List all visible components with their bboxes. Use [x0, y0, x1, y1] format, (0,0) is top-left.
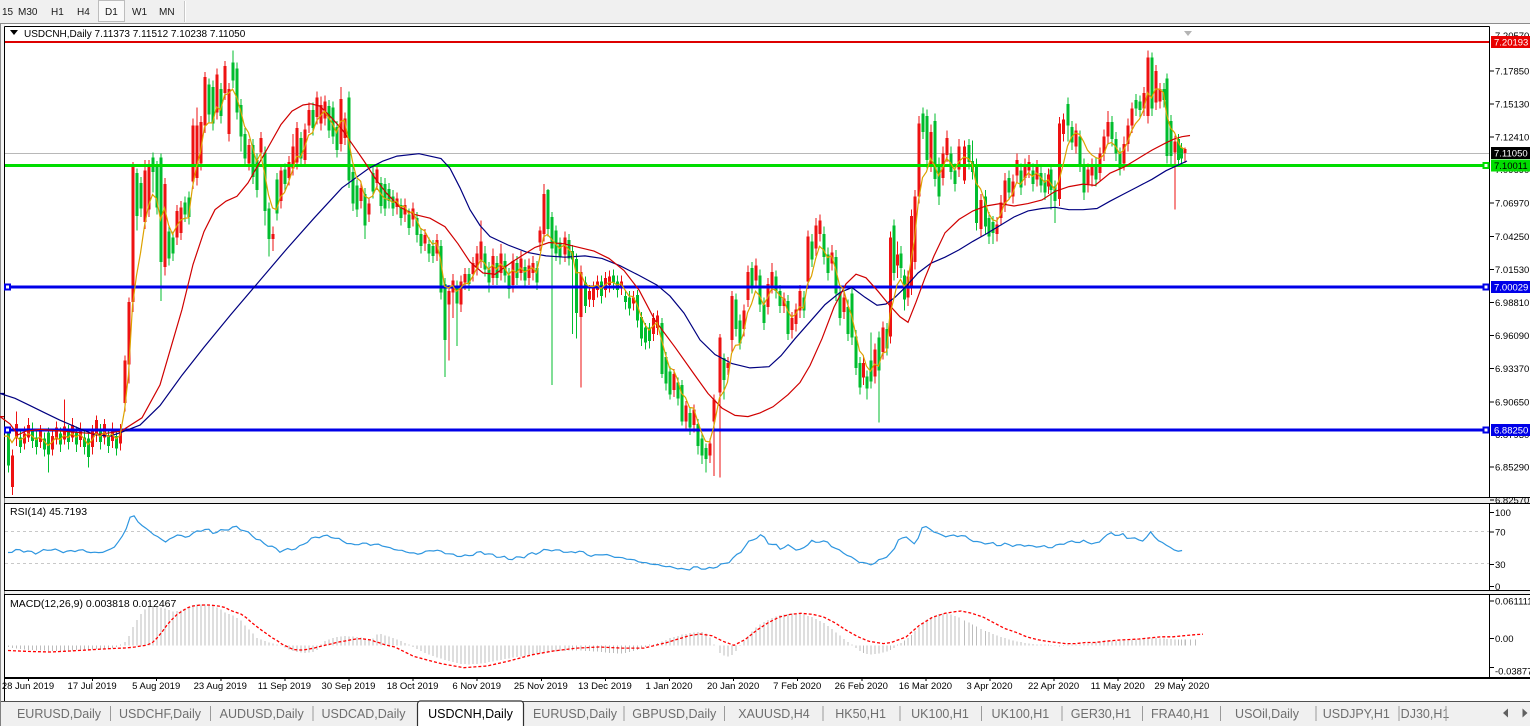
svg-text:18 Oct 2019: 18 Oct 2019 [387, 681, 439, 692]
svg-text:7.12410: 7.12410 [1495, 133, 1529, 144]
svg-text:28 Jun 2019: 28 Jun 2019 [2, 681, 54, 692]
svg-text:6.93370: 6.93370 [1495, 364, 1529, 375]
svg-text:D1: D1 [105, 7, 118, 18]
svg-text:5 Aug 2019: 5 Aug 2019 [132, 681, 180, 692]
svg-text:UK100,H1: UK100,H1 [992, 707, 1050, 721]
svg-text:XAUUSD,H4: XAUUSD,H4 [738, 707, 810, 721]
svg-text:UK100,H1: UK100,H1 [911, 707, 969, 721]
svg-text:6.98810: 6.98810 [1495, 298, 1529, 309]
svg-text:22 Apr 2020: 22 Apr 2020 [1028, 681, 1079, 692]
svg-text:USDJPY,H1: USDJPY,H1 [1323, 707, 1390, 721]
svg-text:3 Apr 2020: 3 Apr 2020 [967, 681, 1013, 692]
svg-text:0.00: 0.00 [1495, 634, 1514, 645]
svg-text:GER30,H1: GER30,H1 [1071, 707, 1131, 721]
svg-text:GBPUSD,Daily: GBPUSD,Daily [632, 707, 717, 721]
svg-text:0.0611119: 0.0611119 [1495, 597, 1530, 608]
svg-text:H4: H4 [77, 7, 90, 18]
svg-text:MN: MN [159, 7, 175, 18]
svg-text:EURUSD,Daily: EURUSD,Daily [533, 707, 618, 721]
svg-text:7.17850: 7.17850 [1495, 66, 1529, 77]
svg-text:EURUSD,Daily: EURUSD,Daily [17, 707, 102, 721]
svg-text:0: 0 [1495, 582, 1500, 593]
svg-text:7.06970: 7.06970 [1495, 199, 1529, 210]
svg-text:USDCNH,Daily: USDCNH,Daily [428, 707, 513, 721]
svg-text:H1: H1 [51, 7, 64, 18]
svg-text:W1: W1 [132, 7, 147, 18]
svg-text:AUDUSD,Daily: AUDUSD,Daily [220, 707, 305, 721]
svg-text:1 Jan 2020: 1 Jan 2020 [645, 681, 692, 692]
svg-text:RSI(14) 45.7193: RSI(14) 45.7193 [10, 506, 87, 518]
svg-text:6.90650: 6.90650 [1495, 397, 1529, 408]
svg-text:6.88250: 6.88250 [1494, 426, 1528, 437]
svg-text:HK50,H1: HK50,H1 [835, 707, 886, 721]
svg-text:USDCNH,Daily 7.11373 7.11512: USDCNH,Daily 7.11373 7.11512 7.10238 7.1… [24, 29, 246, 40]
svg-text:30 Sep 2019: 30 Sep 2019 [322, 681, 376, 692]
svg-text:7.20193: 7.20193 [1494, 38, 1528, 49]
svg-text:6.85290: 6.85290 [1495, 463, 1529, 474]
svg-text:7 Feb 2020: 7 Feb 2020 [773, 681, 821, 692]
svg-text:-0.03877: -0.03877 [1495, 667, 1530, 678]
svg-text:100: 100 [1495, 508, 1511, 519]
svg-text:DJ30,H1: DJ30,H1 [1401, 707, 1450, 721]
svg-text:6.82570: 6.82570 [1495, 496, 1529, 507]
svg-text:16 Mar 2020: 16 Mar 2020 [899, 681, 952, 692]
svg-text:7.10011: 7.10011 [1494, 161, 1528, 172]
svg-text:6 Nov 2019: 6 Nov 2019 [452, 681, 501, 692]
svg-text:25 Nov 2019: 25 Nov 2019 [514, 681, 568, 692]
svg-text:17 Jul 2019: 17 Jul 2019 [68, 681, 117, 692]
svg-text:7.01530: 7.01530 [1495, 265, 1529, 276]
svg-text:USOil,Daily: USOil,Daily [1235, 707, 1300, 721]
svg-text:M30: M30 [18, 7, 38, 18]
svg-text:USDCAD,Daily: USDCAD,Daily [321, 707, 406, 721]
svg-text:11 May 2020: 11 May 2020 [1091, 681, 1145, 692]
svg-text:23 Aug 2019: 23 Aug 2019 [194, 681, 247, 692]
svg-text:13 Dec 2019: 13 Dec 2019 [578, 681, 632, 692]
svg-text:USDCHF,Daily: USDCHF,Daily [119, 707, 202, 721]
svg-text:26 Feb 2020: 26 Feb 2020 [835, 681, 888, 692]
svg-text:FRA40,H1: FRA40,H1 [1151, 707, 1209, 721]
svg-text:15: 15 [2, 7, 14, 18]
svg-text:20 Jan 2020: 20 Jan 2020 [707, 681, 759, 692]
svg-text:6.96090: 6.96090 [1495, 331, 1529, 342]
svg-text:7.11050: 7.11050 [1494, 149, 1528, 160]
svg-text:30: 30 [1495, 560, 1506, 571]
svg-text:7.04250: 7.04250 [1495, 232, 1529, 243]
svg-text:29 May 2020: 29 May 2020 [1154, 681, 1209, 692]
svg-text:11 Sep 2019: 11 Sep 2019 [258, 681, 311, 692]
svg-text:MACD(12,26,9) 0.003818 0.01246: MACD(12,26,9) 0.003818 0.012467 [10, 598, 177, 610]
svg-text:7.00029: 7.00029 [1494, 283, 1528, 294]
svg-text:70: 70 [1495, 528, 1506, 539]
svg-text:7.15130: 7.15130 [1495, 99, 1529, 110]
